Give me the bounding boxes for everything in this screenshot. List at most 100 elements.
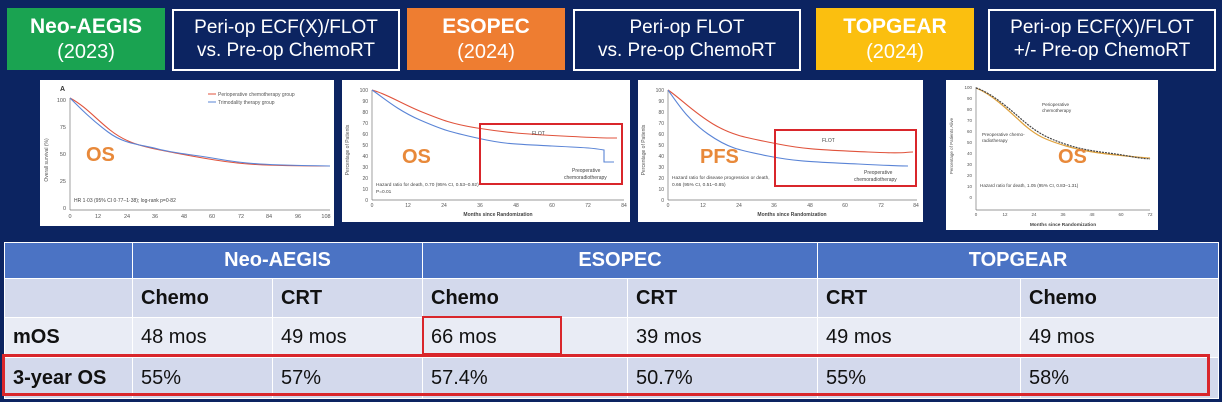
x-tick: 0 (371, 203, 374, 209)
trial-box-neo-aegis: Neo-AEGIS (2023) (7, 8, 165, 70)
legend-entry: Trimodality therapy group (218, 100, 275, 106)
series-line-crt (975, 87, 1151, 160)
series-label: FLOT (822, 138, 835, 144)
x-tick: 72 (1147, 212, 1153, 217)
chart-overlay-label: OS (402, 146, 431, 168)
trial-name: ESOPEC (442, 15, 530, 39)
y-tick: 30 (967, 162, 973, 167)
series-label: Preoperative (572, 168, 601, 174)
y-tick: 10 (658, 187, 664, 193)
series-line-flot (667, 89, 914, 154)
km-chart-topgear: Percentage of Patients Alive 100 90 80 7… (946, 80, 1158, 230)
y-tick: 100 (360, 88, 369, 94)
km-chart-esopec-pfs: Percentage of Patients 100 90 80 70 60 5… (638, 80, 923, 222)
trial-name: Neo-AEGIS (29, 15, 142, 39)
x-tick: 0 (667, 203, 670, 209)
subheader-cell: Chemo (1020, 278, 1220, 318)
y-tick: 90 (658, 99, 664, 105)
x-tick: 36 (771, 203, 777, 209)
group-header-neo-aegis: Neo-AEGIS (132, 242, 423, 279)
row-label: mOS (4, 317, 133, 358)
y-tick: 50 (967, 140, 973, 145)
table-cell: 39 mos (626, 317, 819, 358)
trial-description-topgear: Peri-op ECF(X)/FLOT +/- Pre-op ChemoRT (988, 9, 1216, 71)
y-tick: 30 (362, 165, 368, 171)
y-tick: 90 (967, 96, 973, 101)
x-tick: 24 (736, 203, 742, 209)
table-cell: 49 mos (1020, 317, 1220, 358)
series-line-crt (371, 89, 614, 163)
y-tick: 80 (362, 110, 368, 116)
x-tick: 12 (700, 203, 706, 209)
table-cell: 55% (132, 357, 273, 399)
y-tick: 60 (967, 129, 973, 134)
km-chart-svg: Percentage of Patients 100 90 80 70 60 5… (345, 88, 627, 218)
description-line: vs. Pre-op ChemoRT (597, 40, 777, 61)
y-tick: 100 (57, 98, 66, 104)
x-tick: 24 (1031, 212, 1037, 217)
series-line-trimodality (69, 97, 331, 167)
series-label: FLOT (532, 131, 545, 137)
y-tick: 0 (63, 206, 66, 212)
x-tick: 60 (842, 203, 848, 209)
x-tick: 36 (1060, 212, 1066, 217)
table-cell: 48 mos (132, 317, 273, 358)
km-chart-svg: A Overall survival (%) 100 75 50 25 0 0 … (44, 86, 331, 220)
y-tick: 80 (658, 110, 664, 116)
subheader-cell: CRT (272, 278, 423, 318)
x-tick: 84 (621, 203, 627, 209)
table-header-row: Neo-AEGIS ESOPEC TOPGEAR (4, 242, 1220, 279)
panel-letter: A (60, 86, 65, 93)
series-line-crt (667, 89, 909, 167)
x-tick: 84 (913, 203, 919, 209)
table-corner-cell (4, 242, 133, 279)
table-cell: 55% (817, 357, 1022, 399)
x-tick: 96 (295, 214, 301, 220)
km-chart-neo-aegis: A Overall survival (%) 100 75 50 25 0 0 … (40, 80, 334, 226)
x-tick: 60 (549, 203, 555, 209)
y-tick: 20 (362, 176, 368, 182)
hazard-note: Hazard ratio for death, 0.70 (95% CI, 0.… (376, 182, 479, 188)
y-tick: 30 (658, 165, 664, 171)
x-tick: 48 (181, 214, 187, 220)
series-label: Preoperative chemo- (982, 132, 1025, 137)
y-axis-label: Overall survival (%) (44, 138, 50, 182)
series-label: Preoperative (864, 170, 893, 176)
x-tick: 36 (477, 203, 483, 209)
y-tick: 70 (967, 118, 973, 123)
series-label: chemoradiotherapy (854, 177, 897, 183)
table-corner-cell (4, 278, 133, 318)
x-tick: 72 (238, 214, 244, 220)
y-tick: 100 (656, 88, 665, 94)
trial-box-esopec: ESOPEC (2024) (407, 8, 565, 70)
x-tick: 60 (1118, 212, 1124, 217)
x-axis-label: Months since Randomization (1030, 222, 1096, 228)
y-tick: 20 (967, 173, 973, 178)
y-tick: 90 (362, 99, 368, 105)
x-tick: 72 (585, 203, 591, 209)
table-cell: 49 mos (272, 317, 423, 358)
y-tick: 75 (60, 125, 66, 131)
highlight-box (479, 123, 623, 185)
y-tick: 70 (658, 121, 664, 127)
x-tick: 0 (975, 212, 978, 217)
results-table: Neo-AEGIS ESOPEC TOPGEAR Chemo CRT Chemo… (4, 242, 1220, 399)
subheader-cell: CRT (817, 278, 1022, 318)
subheader-cell: Chemo (422, 278, 628, 318)
y-tick: 60 (658, 132, 664, 138)
x-axis-label: Months since Randomization (757, 212, 826, 218)
x-tick: 12 (405, 203, 411, 209)
table-cell: 50.7% (626, 357, 819, 399)
hazard-note: Hazard ratio for disease progression or … (672, 175, 770, 181)
km-chart-svg: Percentage of Patients Alive 100 90 80 7… (949, 85, 1153, 228)
y-tick: 0 (661, 198, 664, 204)
table-cell: 58% (1020, 357, 1220, 399)
y-axis-label: Percentage of Patients Alive (949, 117, 954, 174)
series-label: Perioperative (1042, 102, 1070, 107)
x-tick: 48 (807, 203, 813, 209)
description-line: +/- Pre-op ChemoRT (1013, 40, 1191, 61)
y-axis-label: Percentage of Patients (345, 124, 351, 175)
description-line: Peri-op FLOT (629, 17, 745, 39)
x-tick: 84 (266, 214, 272, 220)
y-axis-label: Percentage of Patients (641, 124, 647, 175)
